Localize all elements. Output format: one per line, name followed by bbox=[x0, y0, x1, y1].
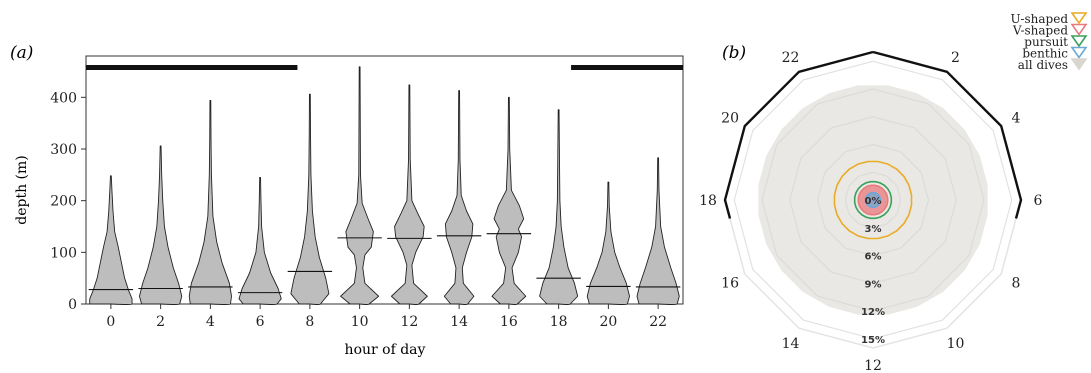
hour-label-8: 8 bbox=[1011, 276, 1020, 292]
panel-label-b: (b) bbox=[722, 43, 746, 63]
radar-plot-area: 0% 3% 6% 9% 12% 15% 2 4 6 8 10 12 14 16 18 20 22 bbox=[699, 50, 1042, 373]
radial-tick-label: 12% bbox=[861, 307, 885, 318]
y-tick-label: 300 bbox=[50, 142, 77, 158]
x-tick-label: 16 bbox=[500, 314, 518, 330]
hour-label-16: 16 bbox=[721, 276, 739, 292]
violin-hour-14 bbox=[444, 91, 474, 305]
x-tick-label: 22 bbox=[649, 314, 667, 330]
legend-swatch bbox=[1072, 59, 1086, 69]
violin-hour-4 bbox=[189, 100, 231, 304]
violin-hour-0 bbox=[90, 176, 132, 305]
legend-swatch bbox=[1072, 25, 1086, 35]
hour-label-20: 20 bbox=[721, 111, 739, 127]
x-tick-label: 14 bbox=[450, 314, 468, 330]
night-bar bbox=[86, 65, 297, 70]
night-bar bbox=[571, 65, 683, 70]
violin-hour-18 bbox=[540, 110, 578, 305]
hour-label-4: 4 bbox=[1011, 111, 1020, 127]
x-tick-label: 8 bbox=[305, 314, 314, 330]
violin-hour-16 bbox=[492, 97, 526, 304]
violin-hour-2 bbox=[139, 146, 181, 305]
legend-swatch bbox=[1072, 13, 1086, 23]
hour-label-12: 12 bbox=[864, 358, 882, 373]
legend-swatch bbox=[1072, 36, 1086, 46]
hour-label-6: 6 bbox=[1034, 193, 1043, 209]
violin-panel: (a) 0 100 200 300 400 0 2 4 6 8 10 12 14 16 18 20 22 hou… bbox=[10, 43, 683, 358]
plot-frame bbox=[86, 56, 683, 304]
hour-label-14: 14 bbox=[782, 336, 800, 352]
radial-tick-label: 0% bbox=[865, 196, 882, 207]
hour-label-10: 10 bbox=[947, 336, 965, 352]
x-tick-label: 0 bbox=[106, 314, 115, 330]
violin-hour-6 bbox=[239, 177, 281, 304]
radial-tick-label: 15% bbox=[861, 335, 885, 346]
violin-hour-22 bbox=[637, 158, 679, 305]
x-axis-label: hour of day bbox=[345, 342, 426, 358]
x-tick-label: 10 bbox=[351, 314, 369, 330]
violin-hour-10 bbox=[341, 67, 379, 305]
radar-panel: (b) 0% 3% 6% 9% 12% 15% 2 4 6 8 10 12 14 16 18 20 22 U-s… bbox=[699, 12, 1086, 373]
y-tick-label: 0 bbox=[68, 297, 77, 313]
x-tick-label: 2 bbox=[156, 314, 165, 330]
radial-tick-label: 6% bbox=[865, 252, 882, 263]
y-tick-label: 400 bbox=[50, 90, 77, 106]
hour-label-22: 22 bbox=[782, 50, 800, 66]
legend-swatch bbox=[1072, 48, 1086, 58]
hour-label-2: 2 bbox=[951, 50, 960, 66]
x-tick-label: 20 bbox=[599, 314, 617, 330]
x-tick-label: 6 bbox=[256, 314, 265, 330]
violin-hour-8 bbox=[291, 94, 329, 304]
y-axis-label: depth (m) bbox=[14, 155, 30, 225]
y-tick-label: 200 bbox=[50, 194, 77, 210]
x-tick-label: 4 bbox=[206, 314, 215, 330]
hour-label-18: 18 bbox=[699, 193, 717, 209]
x-tick-label: 12 bbox=[400, 314, 418, 330]
violin-plot-area: 0 100 200 300 400 0 2 4 6 8 10 12 14 16 18 20 22 bbox=[50, 56, 683, 330]
y-tick-label: 100 bbox=[50, 245, 77, 261]
radial-tick-label: 3% bbox=[865, 224, 882, 235]
panel-label-a: (a) bbox=[10, 43, 33, 63]
radial-tick-label: 9% bbox=[865, 279, 882, 290]
legend-label: all dives bbox=[1018, 58, 1068, 72]
x-tick-label: 18 bbox=[550, 314, 568, 330]
violin-hour-12 bbox=[391, 85, 427, 305]
